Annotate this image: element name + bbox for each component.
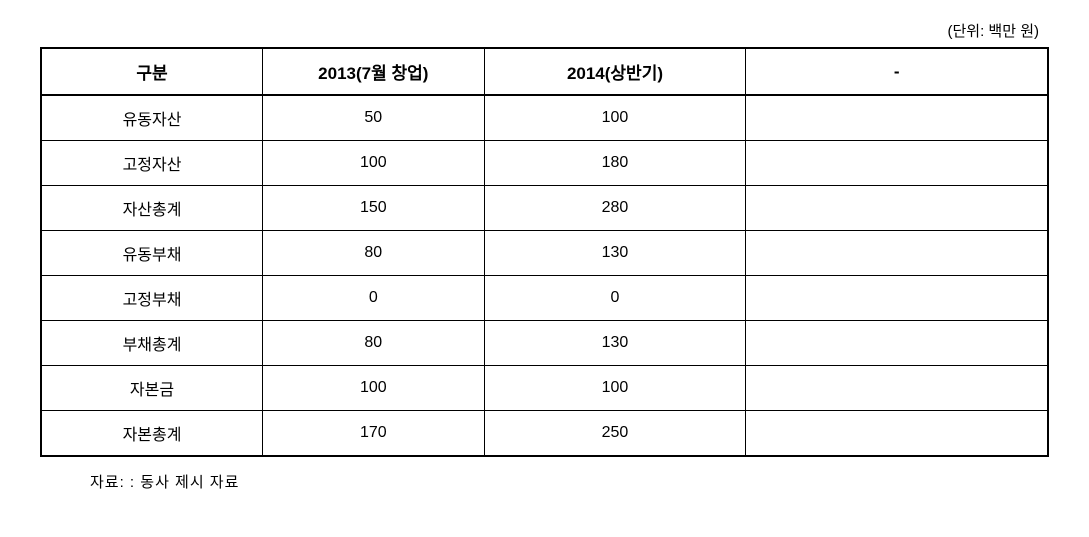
cell-value — [746, 276, 1048, 321]
column-header-2014: 2014(상반기) — [484, 48, 746, 95]
table-row: 유동자산 50 100 — [41, 95, 1048, 141]
column-header-category: 구분 — [41, 48, 263, 95]
source-note: 자료: : 동사 제시 자료 — [40, 471, 1049, 492]
table-row: 자본금 100 100 — [41, 366, 1048, 411]
cell-value: 0 — [263, 276, 485, 321]
cell-value: 180 — [484, 141, 746, 186]
cell-category: 자본총계 — [41, 411, 263, 457]
column-header-empty: - — [746, 48, 1048, 95]
cell-category: 자산총계 — [41, 186, 263, 231]
cell-value — [746, 231, 1048, 276]
unit-label: (단위: 백만 원) — [40, 20, 1049, 41]
table-row: 고정부채 0 0 — [41, 276, 1048, 321]
cell-value — [746, 141, 1048, 186]
table-row: 고정자산 100 180 — [41, 141, 1048, 186]
cell-value: 100 — [263, 366, 485, 411]
cell-category: 고정자산 — [41, 141, 263, 186]
cell-value: 150 — [263, 186, 485, 231]
cell-category: 고정부채 — [41, 276, 263, 321]
cell-value: 250 — [484, 411, 746, 457]
cell-value — [746, 366, 1048, 411]
cell-value — [746, 95, 1048, 141]
cell-value: 50 — [263, 95, 485, 141]
cell-value: 170 — [263, 411, 485, 457]
financial-table: 구분 2013(7월 창업) 2014(상반기) - 유동자산 50 100 고… — [40, 47, 1049, 457]
cell-value: 80 — [263, 321, 485, 366]
cell-value: 80 — [263, 231, 485, 276]
cell-category: 자본금 — [41, 366, 263, 411]
cell-value: 100 — [484, 95, 746, 141]
cell-value — [746, 186, 1048, 231]
cell-category: 유동자산 — [41, 95, 263, 141]
cell-value — [746, 321, 1048, 366]
table-row: 자산총계 150 280 — [41, 186, 1048, 231]
table-row: 부채총계 80 130 — [41, 321, 1048, 366]
table-body: 유동자산 50 100 고정자산 100 180 자산총계 150 280 유동… — [41, 95, 1048, 456]
cell-category: 유동부채 — [41, 231, 263, 276]
cell-value: 100 — [263, 141, 485, 186]
cell-value: 130 — [484, 321, 746, 366]
cell-value — [746, 411, 1048, 457]
column-header-2013: 2013(7월 창업) — [263, 48, 485, 95]
cell-value: 100 — [484, 366, 746, 411]
table-row: 자본총계 170 250 — [41, 411, 1048, 457]
table-row: 유동부채 80 130 — [41, 231, 1048, 276]
cell-value: 0 — [484, 276, 746, 321]
cell-value: 130 — [484, 231, 746, 276]
cell-category: 부채총계 — [41, 321, 263, 366]
cell-value: 280 — [484, 186, 746, 231]
table-header-row: 구분 2013(7월 창업) 2014(상반기) - — [41, 48, 1048, 95]
